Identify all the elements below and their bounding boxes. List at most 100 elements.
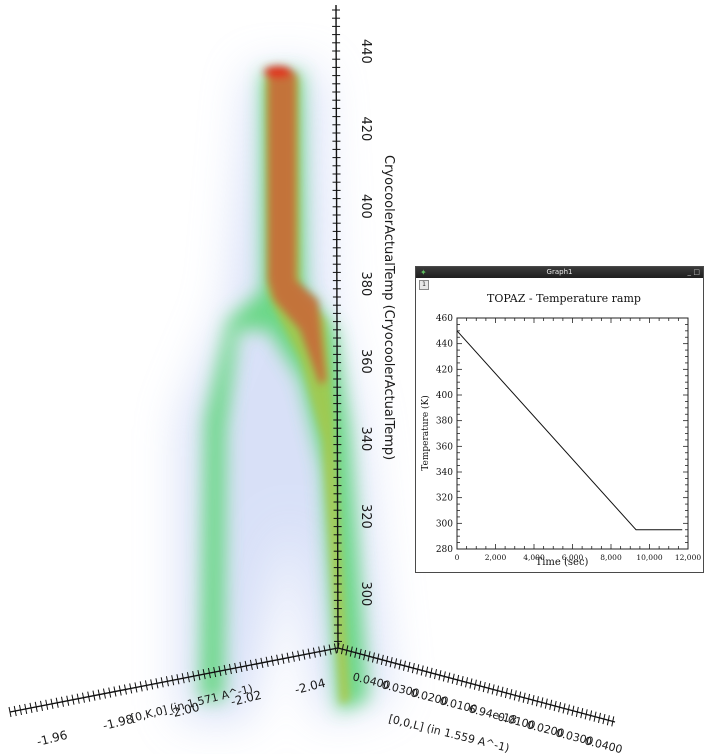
k-axis-tick xyxy=(92,690,96,701)
k-axis-tick xyxy=(312,647,316,658)
y-tick-label: 380 xyxy=(436,417,453,427)
k-axis-tick xyxy=(45,699,49,710)
l-axis-tick xyxy=(491,684,495,695)
y-tick-label: 360 xyxy=(436,442,453,452)
k-axis-tick xyxy=(249,659,253,670)
k-axis-tick xyxy=(207,667,211,679)
k-axis-tick xyxy=(197,670,201,681)
l-axis-tick xyxy=(509,689,513,700)
layer-tab[interactable]: 1 xyxy=(419,280,429,290)
x-axis-label: Time (sec) xyxy=(536,557,589,568)
graph-window-titlebar[interactable]: ✦ Graph1 _ □ xyxy=(416,267,703,278)
k-axis-tick xyxy=(302,649,306,660)
l-axis-tick xyxy=(367,651,371,662)
k-axis-tick xyxy=(34,701,38,712)
y-tick-label: 340 xyxy=(436,468,453,478)
vertical-tick-label: 380 xyxy=(358,272,373,297)
l-axis-tick xyxy=(429,667,433,678)
vertical-tick-label: 440 xyxy=(358,39,373,64)
k-axis-tick xyxy=(234,662,238,674)
k-axis-tick xyxy=(13,705,17,717)
k-axis xyxy=(8,643,339,718)
y-tick-label: 420 xyxy=(436,365,453,375)
vertical-tick-label: 400 xyxy=(358,194,373,219)
l-axis-tick xyxy=(611,716,615,727)
graph-window-title: Graph1 xyxy=(546,268,573,276)
vertical-tick-label: 300 xyxy=(358,582,373,607)
k-axis-tick xyxy=(323,645,327,656)
l-axis-tick xyxy=(385,655,389,667)
k-axis-tick xyxy=(24,703,28,715)
k-axis-tick xyxy=(265,656,269,667)
l-axis-tick xyxy=(442,671,446,682)
k-axis-tick xyxy=(129,683,133,694)
y-tick-label: 400 xyxy=(436,391,453,401)
vertical-temperature-axis xyxy=(332,4,342,649)
vertical-tick-label: 420 xyxy=(358,117,373,142)
l-axis-tick xyxy=(416,664,420,675)
k-axis-tick xyxy=(171,675,175,686)
k-axis-tick xyxy=(50,698,54,709)
y-tick-label: 280 xyxy=(436,545,453,555)
vertical-tick-label: 360 xyxy=(358,349,373,374)
l-axis-tick xyxy=(451,673,455,684)
k-axis-tick xyxy=(228,663,232,675)
k-axis-tick xyxy=(39,700,43,711)
k-axis-tick-label: -1.96 xyxy=(35,728,69,749)
k-axis-tick xyxy=(150,679,154,690)
k-axis-tick xyxy=(113,686,117,697)
l-axis-tick xyxy=(496,685,500,696)
l-axis-tick xyxy=(566,704,570,715)
vertical-tick-labels: 440 420 400 380 360 340 320 300 xyxy=(358,39,373,606)
l-axis-tick xyxy=(487,683,491,694)
l-axis-tick xyxy=(535,696,539,707)
maximize-icon[interactable]: □ xyxy=(693,268,700,276)
k-axis-tick xyxy=(260,657,264,668)
k-axis-tick xyxy=(8,706,12,718)
vertical-tick-label: 340 xyxy=(358,427,373,452)
l-axis-tick xyxy=(376,653,380,664)
l-axis-tick xyxy=(398,659,402,670)
k-axis-tick xyxy=(139,681,143,692)
k-axis-tick xyxy=(318,646,322,657)
minimize-icon[interactable]: _ xyxy=(687,268,692,276)
l-axis-tick xyxy=(553,700,557,712)
k-axis-tick xyxy=(202,669,206,680)
y-tick-label: 300 xyxy=(436,519,453,529)
l-axis-tick xyxy=(513,690,517,701)
app-icon: ✦ xyxy=(420,268,427,277)
l-axis-tick xyxy=(358,648,362,660)
y-axis-label: Temperature (K) xyxy=(420,395,431,471)
k-axis-tick xyxy=(76,693,80,704)
k-axis-tick xyxy=(333,643,337,654)
k-axis-tick xyxy=(108,687,112,698)
k-axis-tick xyxy=(276,654,280,665)
l-axis-tick xyxy=(575,706,579,718)
y-tick-label: 460 xyxy=(436,314,453,324)
chart-title: TOPAZ - Temperature ramp xyxy=(487,292,641,305)
l-axis xyxy=(336,642,616,727)
k-axis-tick xyxy=(291,651,295,662)
plot-ticks: 0 2,000 4,000 6,000 8,000 10,000 12,000 280 300 3… xyxy=(436,314,702,562)
volume-hot-core xyxy=(264,66,326,385)
l-axis-tick xyxy=(349,646,353,657)
l-axis-tick xyxy=(447,672,451,683)
y-tick-label: 440 xyxy=(436,340,453,350)
l-axis-tick xyxy=(571,705,575,716)
x-tick-label: 4,000 xyxy=(523,553,545,562)
l-axis-tick xyxy=(540,697,544,708)
k-axis-tick xyxy=(144,680,148,691)
l-axis-tick xyxy=(518,691,522,702)
k-axis-tick xyxy=(123,684,127,695)
k-axis-tick xyxy=(60,696,64,707)
l-axis-tick xyxy=(589,710,593,721)
l-axis-tick xyxy=(407,661,411,673)
k-axis-tick xyxy=(29,702,33,714)
x-tick-label: 8,000 xyxy=(600,553,622,562)
l-axis-tick xyxy=(345,645,349,656)
l-axis-tick xyxy=(527,693,531,705)
l-axis-tick xyxy=(482,681,486,693)
l-axis-tick xyxy=(425,666,429,677)
temperature-plot: TOPAZ - Temperature ramp 0 2,000 4,000 6,00… xyxy=(420,292,702,568)
